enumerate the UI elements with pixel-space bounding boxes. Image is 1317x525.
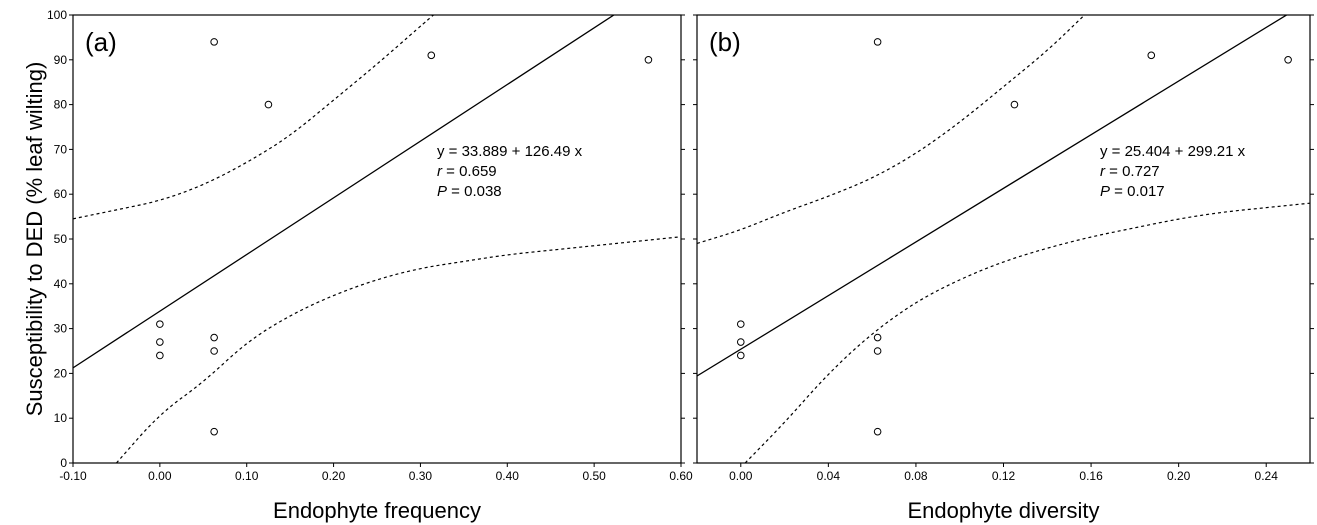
panel-a-ci-lower <box>115 236 681 463</box>
panel-a-r-label: r <box>437 163 443 180</box>
panel-a-p-stat: P = 0.038 <box>437 183 502 200</box>
panel-a-y-tick-label: 70 <box>54 142 68 156</box>
panel-a-data-point <box>156 338 164 346</box>
panel-a: 0 10 20 30 40 50 60 70 80 90 100 -0.10 0.00 0.10 0.20 0… <box>47 8 693 523</box>
panel-a-r-stat: r = 0.659 <box>437 163 497 180</box>
panel-a-x-tick-label: 0.60 <box>669 469 693 483</box>
panel-b-data-point <box>873 427 882 436</box>
panel-a-x-tick-label: 0.50 <box>582 469 606 483</box>
panel-b-r-label: r <box>1100 163 1106 180</box>
panel-a-data-point <box>210 38 218 46</box>
panel-a-data-point <box>644 56 653 64</box>
panel-b-x-tick-label: 0.08 <box>904 469 928 483</box>
panel-a-data-point <box>210 347 218 355</box>
panel-a-plot-area <box>73 15 681 463</box>
panel-a-y-tick-label: 20 <box>54 366 68 380</box>
panel-b-frame <box>696 14 1311 464</box>
panel-a-y-tick-label: 40 <box>54 277 68 291</box>
panel-a-y-tick-label: 0 <box>60 456 67 470</box>
panel-b-data-point <box>736 320 745 328</box>
panel-b-p-label: P <box>1100 183 1110 200</box>
panel-a-y-tick-label: 60 <box>54 187 68 201</box>
panel-a-x-tick-label: 0.30 <box>409 469 433 483</box>
panel-b-x-tick-label: 0.04 <box>817 469 841 483</box>
panel-b-data-point <box>1010 100 1019 109</box>
panel-b-data-point <box>873 38 882 46</box>
panel-a-y-tick-label: 90 <box>54 53 68 67</box>
panel-a-data-point <box>427 51 436 60</box>
panel-b-x-tick-label: 0.16 <box>1079 469 1103 483</box>
panel-b-ci-upper <box>697 15 1085 245</box>
panel-b-x-axis-title: Endophyte diversity <box>908 498 1100 523</box>
panel-b-x-tick-label: 0.12 <box>992 469 1016 483</box>
panel-b-x-tick-label: 0.24 <box>1255 469 1279 483</box>
panel-a-data-point <box>264 100 273 109</box>
panel-b-data-point <box>1147 51 1156 60</box>
panel-b: 0.00 0.04 0.08 0.12 0.16 0.20 0.24 Endophyte di… <box>693 14 1314 523</box>
panel-a-y-tick-label: 100 <box>47 8 67 22</box>
panel-a-x-tick-label: 0.10 <box>235 469 259 483</box>
panel-b-label: (b) <box>709 27 741 57</box>
panel-a-data-point <box>210 427 218 436</box>
panel-a-data-point <box>156 320 164 328</box>
panel-a-y-tick-label: 30 <box>54 322 68 336</box>
panel-b-r-stat: r = 0.727 <box>1100 163 1160 180</box>
panel-a-y-tick-label: 50 <box>54 232 68 246</box>
panel-a-x-tick-label: -0.10 <box>59 469 87 483</box>
panel-b-p-value: = 0.017 <box>1110 183 1165 200</box>
panel-a-p-label: P <box>437 183 447 200</box>
panel-b-regression-line <box>697 15 1288 377</box>
panel-a-frame <box>72 14 682 464</box>
panel-a-x-tick-label: 0.40 <box>496 469 520 483</box>
panel-b-data-point <box>736 351 745 360</box>
panel-b-x-tick-label: 0.20 <box>1167 469 1191 483</box>
panel-a-y-tick-label: 10 <box>54 411 68 425</box>
panel-a-p-value: = 0.038 <box>447 183 502 200</box>
panel-b-data-point <box>873 333 882 342</box>
panel-a-y-tick-label: 80 <box>54 98 68 112</box>
panel-b-r-value: = 0.727 <box>1105 163 1160 180</box>
panel-a-ci-upper <box>73 15 434 220</box>
panel-b-equation: y = 25.404 + 299.21 x <box>1100 143 1246 160</box>
panel-b-p-stat: P = 0.017 <box>1100 183 1165 200</box>
panel-a-r-value: = 0.659 <box>442 163 497 180</box>
panel-b-data-point <box>1284 56 1292 64</box>
panel-b-data-point <box>873 347 882 355</box>
panel-a-regression-line <box>73 15 616 369</box>
panel-a-x-axis-title: Endophyte frequency <box>273 498 481 523</box>
panel-b-x-tick-label: 0.00 <box>729 469 753 483</box>
panel-a-equation: y = 33.889 + 126.49 x <box>437 143 583 160</box>
panel-b-data-point <box>736 338 745 346</box>
panel-a-label: (a) <box>85 27 117 57</box>
panel-a-x-tick-label: 0.00 <box>148 469 172 483</box>
panel-a-data-point <box>156 351 164 360</box>
panel-a-data-point <box>210 333 218 342</box>
panel-a-x-tick-label: 0.20 <box>322 469 346 483</box>
y-axis-title: Susceptibility to DED (% leaf wilting) <box>22 62 47 417</box>
panel-b-plot-area <box>697 15 1310 463</box>
panel-b-ci-lower <box>744 202 1310 463</box>
